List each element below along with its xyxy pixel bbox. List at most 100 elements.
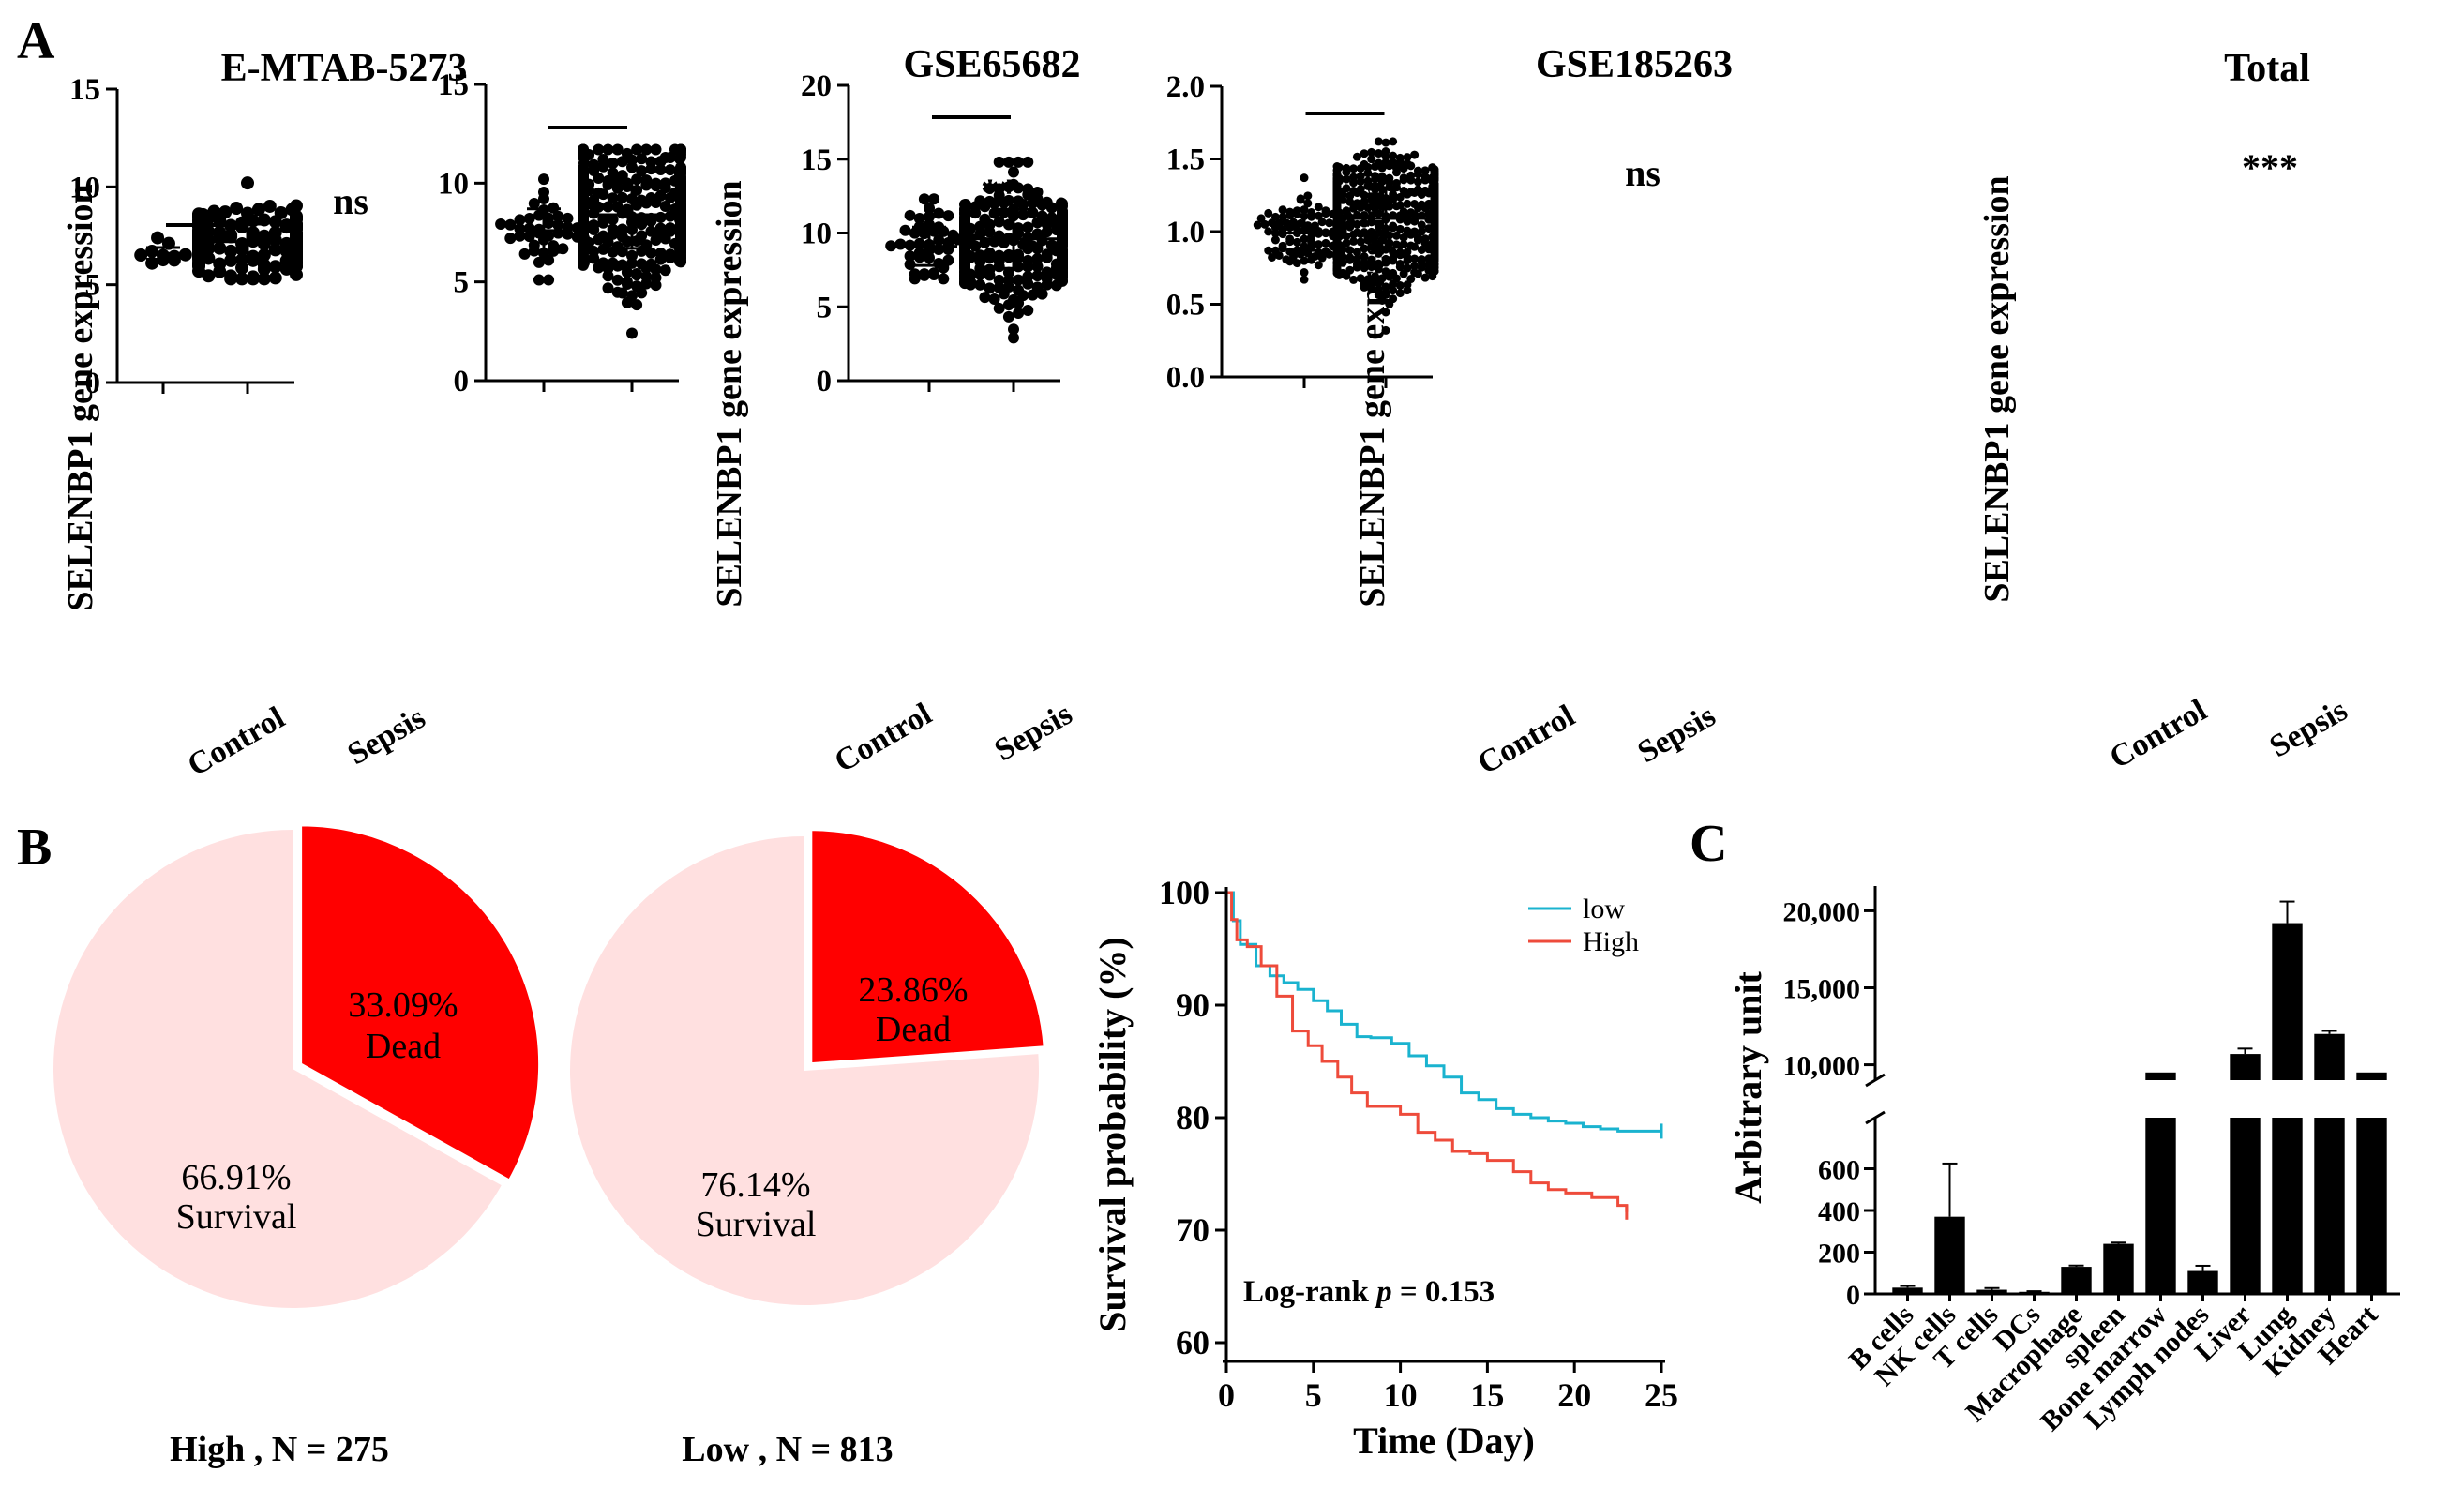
data-point <box>1027 197 1039 209</box>
data-point <box>593 143 605 156</box>
data-point <box>1374 278 1383 288</box>
data-point <box>202 225 216 239</box>
data-point <box>626 257 638 269</box>
data-point <box>1013 307 1025 319</box>
data-point <box>1360 263 1369 273</box>
data-point <box>241 176 254 190</box>
data-point <box>251 203 265 217</box>
data-point <box>621 278 633 291</box>
data-point <box>1349 178 1359 188</box>
data-point <box>1395 263 1405 272</box>
dead-label: Dead <box>366 1027 441 1066</box>
data-point <box>938 225 950 237</box>
data-point <box>636 287 648 299</box>
y-tick-label: 1.5 <box>1166 143 1205 177</box>
data-point <box>1008 166 1019 178</box>
data-point <box>514 214 526 226</box>
data-point <box>960 233 971 245</box>
data-point <box>1349 275 1359 284</box>
bar-t-cells <box>1976 1289 2007 1294</box>
data-point <box>1013 251 1025 263</box>
data-point <box>1041 226 1053 238</box>
y-tick-label: 0.5 <box>1166 289 1205 323</box>
data-point <box>552 218 564 231</box>
survival-percent-label: 66.91% <box>181 1158 291 1197</box>
data-point <box>904 259 916 271</box>
data-point <box>918 193 930 205</box>
data-point <box>611 274 624 286</box>
data-point <box>1013 156 1025 168</box>
data-point <box>1317 218 1327 227</box>
data-point <box>664 191 676 203</box>
dead-percent-label: 23.86% <box>858 970 968 1010</box>
category-label-control: Control <box>1472 699 1581 781</box>
data-point <box>664 251 676 263</box>
data-point <box>1345 191 1355 201</box>
data-point <box>1377 235 1387 245</box>
data-point <box>1031 261 1044 273</box>
data-point <box>1413 269 1422 278</box>
data-point <box>1345 255 1355 264</box>
data-point <box>984 282 996 294</box>
data-point <box>1413 235 1422 245</box>
data-point <box>1391 168 1401 177</box>
y-tick-label: 0.0 <box>1166 361 1205 395</box>
data-point <box>1045 202 1058 214</box>
data-point <box>263 199 277 213</box>
dotplot-ylabel: SELENBP1 gene expression <box>710 180 749 607</box>
data-point <box>1395 289 1405 298</box>
km-x-tick-label: 20 <box>1557 1376 1591 1414</box>
pie-high: 33.09% Dead 66.91% Survival High , N = 2… <box>53 823 542 1469</box>
data-point <box>1395 280 1405 290</box>
data-point <box>1345 246 1355 255</box>
data-point <box>1274 250 1284 260</box>
data-point <box>1352 152 1361 161</box>
km-series-high <box>1226 891 1629 1212</box>
data-point <box>268 271 282 285</box>
data-point <box>1300 205 1309 215</box>
data-point <box>1296 195 1305 204</box>
data-point <box>933 207 945 219</box>
y-tick-label: 10 <box>801 218 832 251</box>
data-point <box>1285 257 1295 266</box>
data-point <box>151 231 165 245</box>
data-point <box>1300 256 1309 265</box>
y-tick-label: 15 <box>438 68 469 102</box>
bar-lung-lower <box>2272 1118 2303 1294</box>
data-point <box>1420 273 1430 282</box>
data-point <box>1325 218 1334 228</box>
data-point <box>607 214 619 226</box>
data-point <box>1349 164 1359 173</box>
bar-ylabel: Arbitrary unit <box>1727 970 1769 1203</box>
bar-y-tick-label: 20,000 <box>1783 896 1861 927</box>
bar-liver-lower <box>2230 1118 2261 1294</box>
data-point <box>1377 229 1387 238</box>
data-point <box>607 192 619 204</box>
data-point <box>1360 218 1369 228</box>
legend-label-low: low <box>1583 894 1625 924</box>
data-point <box>1002 181 1014 193</box>
bar-lymph-nodes <box>2187 1270 2218 1294</box>
data-point <box>645 163 657 175</box>
y-tick-label: 5 <box>85 269 101 303</box>
data-point <box>1389 248 1398 257</box>
km-x-tick-label: 15 <box>1470 1376 1504 1414</box>
survival-label: Survival <box>696 1205 817 1244</box>
data-point <box>602 143 614 156</box>
data-point <box>504 218 517 231</box>
data-point <box>290 251 303 265</box>
data-point <box>1002 156 1014 168</box>
bar-y-tick-label: 15,000 <box>1783 974 1861 1005</box>
significance-label: *** <box>2242 146 2298 188</box>
km-ylabel: Survival probability (%) <box>1091 937 1134 1332</box>
data-point <box>1349 203 1359 213</box>
data-point <box>1264 246 1273 255</box>
category-label-control: Control <box>829 697 938 779</box>
data-point <box>636 218 648 231</box>
data-point <box>1406 161 1416 171</box>
data-point <box>1377 202 1387 211</box>
data-point <box>1399 233 1408 242</box>
data-point <box>543 274 555 286</box>
data-point <box>543 254 555 266</box>
data-point <box>257 272 271 286</box>
